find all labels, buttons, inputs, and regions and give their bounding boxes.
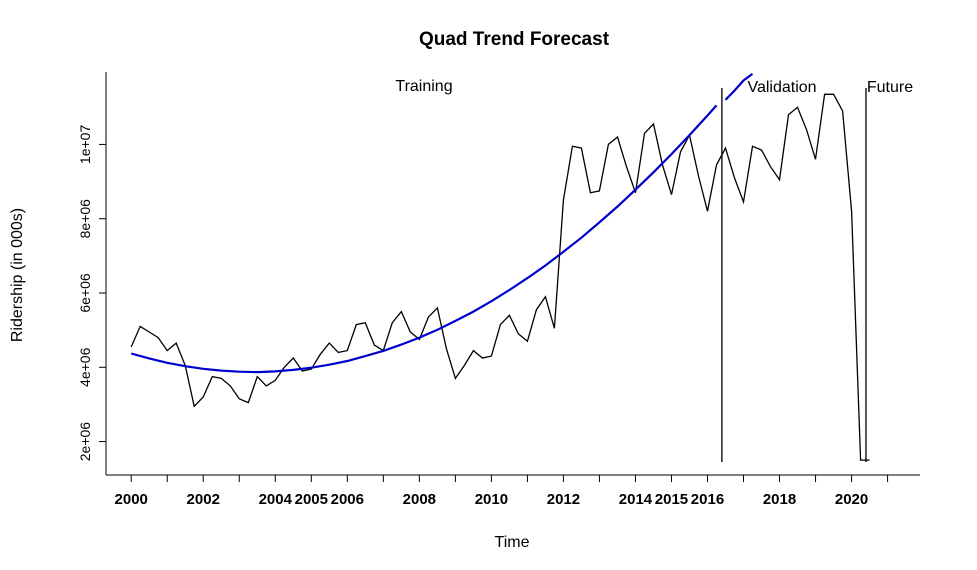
x-ticks: 2000 2002 2004 2005 2006 2008 2010 2012 2014 2015… — [115, 475, 889, 508]
y-tick-label: 6e+06 — [77, 273, 93, 313]
x-tick-label: 2015 — [655, 491, 688, 508]
x-tick-label: 2010 — [475, 491, 508, 508]
series-line-forecast — [724, 73, 754, 101]
annotation-future: Future — [867, 79, 913, 96]
y-ticks: 2e+06 4e+06 6e+06 8e+06 1e+07 — [77, 125, 106, 462]
x-axis-label: Time — [495, 534, 530, 551]
y-axis-label: Ridership (in 000s) — [9, 208, 26, 342]
x-tick-label: 2006 — [331, 491, 364, 508]
y-tick-label: 4e+06 — [77, 347, 93, 387]
x-tick-label: 2012 — [547, 491, 580, 508]
annotation-training: Training — [395, 78, 452, 95]
y-tick-label: 8e+06 — [77, 199, 93, 239]
x-tick-label: 2002 — [187, 491, 220, 508]
x-tick-label: 2016 — [691, 491, 724, 508]
y-axis: 2e+06 4e+06 6e+06 8e+06 1e+07 — [77, 72, 107, 475]
y-tick-label: 1e+07 — [77, 125, 93, 165]
chart-title: Quad Trend Forecast — [419, 29, 610, 50]
x-tick-label: 2020 — [835, 491, 868, 508]
x-tick-label: 2004 — [259, 491, 293, 508]
x-tick-label: 2018 — [763, 491, 796, 508]
x-tick-label: 2008 — [403, 491, 436, 508]
x-tick-label: 2005 — [295, 491, 328, 508]
x-tick-label: 2014 — [619, 491, 653, 508]
annotation-validation: Validation — [747, 79, 816, 96]
partition-lines — [721, 88, 867, 462]
series-line-trend — [130, 104, 718, 374]
x-axis: 2000 2002 2004 2005 2006 2008 2010 2012 2014 2015… — [106, 474, 920, 508]
series-line-actual — [130, 93, 870, 461]
x-tick-label: 2000 — [115, 491, 148, 508]
y-tick-label: 2e+06 — [77, 422, 93, 462]
